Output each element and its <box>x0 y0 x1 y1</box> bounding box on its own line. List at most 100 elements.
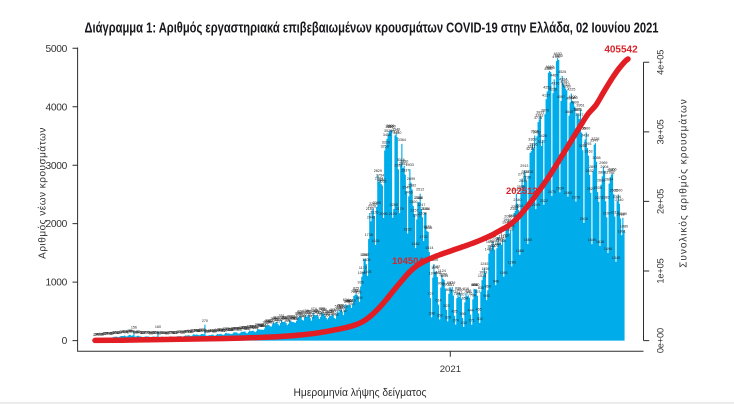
svg-text:433: 433 <box>313 309 319 313</box>
svg-text:2539: 2539 <box>594 186 602 190</box>
svg-text:488: 488 <box>339 306 345 310</box>
svg-text:2990: 2990 <box>400 160 408 164</box>
svg-text:2372: 2372 <box>595 196 603 200</box>
svg-text:73: 73 <box>134 330 138 334</box>
svg-text:1088: 1088 <box>433 271 441 275</box>
svg-text:72: 72 <box>144 330 148 334</box>
svg-text:77: 77 <box>178 330 182 334</box>
svg-text:270: 270 <box>202 319 208 323</box>
svg-text:1675: 1675 <box>496 237 504 241</box>
svg-text:112: 112 <box>200 328 206 332</box>
svg-text:93: 93 <box>128 329 132 333</box>
svg-text:390: 390 <box>331 312 337 316</box>
svg-text:435: 435 <box>340 309 346 313</box>
svg-text:343: 343 <box>287 315 293 319</box>
svg-text:4350: 4350 <box>560 80 568 84</box>
svg-text:2549: 2549 <box>402 186 410 190</box>
svg-text:98: 98 <box>196 329 200 333</box>
svg-text:390: 390 <box>460 312 466 316</box>
svg-text:465: 465 <box>476 307 482 311</box>
svg-text:66: 66 <box>152 331 156 335</box>
svg-text:444: 444 <box>468 309 474 313</box>
svg-text:342: 342 <box>308 315 314 319</box>
svg-text:405: 405 <box>318 311 324 315</box>
svg-text:0: 0 <box>62 336 68 347</box>
svg-text:60: 60 <box>162 331 166 335</box>
svg-text:156: 156 <box>131 326 137 330</box>
svg-text:65: 65 <box>154 331 158 335</box>
svg-text:206: 206 <box>261 323 267 327</box>
svg-text:156: 156 <box>242 326 248 330</box>
svg-text:1e+05: 1e+05 <box>655 258 665 283</box>
svg-text:1124: 1124 <box>438 269 446 273</box>
svg-text:127: 127 <box>224 327 230 331</box>
svg-text:56: 56 <box>149 331 153 335</box>
svg-text:320: 320 <box>280 316 286 320</box>
svg-text:87: 87 <box>186 330 190 334</box>
svg-text:4580: 4580 <box>544 67 552 71</box>
svg-text:Διάγραμμα 1: Αριθμός εργαστηρι: Διάγραμμα 1: Αριθμός εργαστηριακά επιβεβ… <box>85 21 659 37</box>
svg-text:137: 137 <box>237 327 243 331</box>
svg-text:1466: 1466 <box>516 249 524 253</box>
svg-text:Αριθμός νέων κρουσμάτων: Αριθμός νέων κρουσμάτων <box>37 127 49 259</box>
svg-text:919: 919 <box>449 281 455 285</box>
svg-text:74: 74 <box>124 330 128 334</box>
svg-text:393: 393 <box>326 312 332 316</box>
svg-text:3250: 3250 <box>381 145 389 149</box>
svg-text:72: 72 <box>169 330 173 334</box>
svg-text:474: 474 <box>311 307 317 311</box>
svg-text:98: 98 <box>127 329 131 333</box>
svg-text:2470: 2470 <box>548 190 556 194</box>
svg-text:909: 909 <box>438 282 444 286</box>
svg-text:60: 60 <box>111 331 115 335</box>
svg-text:57: 57 <box>148 331 152 335</box>
svg-text:105: 105 <box>194 329 200 333</box>
svg-text:3540: 3540 <box>392 128 400 132</box>
svg-text:816: 816 <box>463 287 469 291</box>
svg-text:3364: 3364 <box>398 138 406 142</box>
svg-text:2969: 2969 <box>599 161 607 165</box>
svg-text:405542: 405542 <box>604 45 638 56</box>
svg-text:1638: 1638 <box>497 239 505 243</box>
svg-text:2100: 2100 <box>619 212 627 216</box>
svg-text:624: 624 <box>343 298 349 302</box>
svg-text:2056: 2056 <box>504 214 512 218</box>
svg-text:439: 439 <box>303 309 309 313</box>
svg-text:69: 69 <box>151 331 155 335</box>
svg-text:381: 381 <box>307 312 313 316</box>
svg-text:3520: 3520 <box>384 129 392 133</box>
svg-text:2010: 2010 <box>580 217 588 221</box>
svg-text:112: 112 <box>199 328 205 332</box>
svg-text:118: 118 <box>229 328 235 332</box>
svg-text:288: 288 <box>285 318 291 322</box>
svg-text:173: 173 <box>247 325 253 329</box>
svg-text:82: 82 <box>135 330 139 334</box>
svg-text:50: 50 <box>106 332 110 336</box>
svg-text:619: 619 <box>350 298 356 302</box>
svg-text:107: 107 <box>190 328 196 332</box>
svg-text:69: 69 <box>155 331 159 335</box>
svg-text:2386: 2386 <box>613 195 621 199</box>
svg-text:1105: 1105 <box>364 270 372 274</box>
svg-text:356: 356 <box>299 314 305 318</box>
svg-text:39: 39 <box>100 332 104 336</box>
svg-text:84: 84 <box>213 330 217 334</box>
svg-text:333: 333 <box>288 315 294 319</box>
svg-text:65: 65 <box>150 331 154 335</box>
svg-text:772: 772 <box>450 290 456 294</box>
svg-text:68: 68 <box>171 331 175 335</box>
svg-text:1496: 1496 <box>604 247 612 251</box>
svg-text:3369: 3369 <box>528 138 536 142</box>
svg-text:4394: 4394 <box>559 78 567 82</box>
svg-text:85: 85 <box>185 330 189 334</box>
svg-text:1832: 1832 <box>403 228 411 232</box>
svg-text:595: 595 <box>344 300 350 304</box>
svg-text:68: 68 <box>174 331 178 335</box>
svg-text:1582: 1582 <box>411 242 419 246</box>
svg-text:2000: 2000 <box>46 219 68 230</box>
svg-text:1486: 1486 <box>485 248 493 252</box>
svg-text:4074: 4074 <box>566 96 574 100</box>
svg-text:2184: 2184 <box>422 207 430 211</box>
svg-text:3783: 3783 <box>535 113 543 117</box>
svg-text:92: 92 <box>197 329 201 333</box>
